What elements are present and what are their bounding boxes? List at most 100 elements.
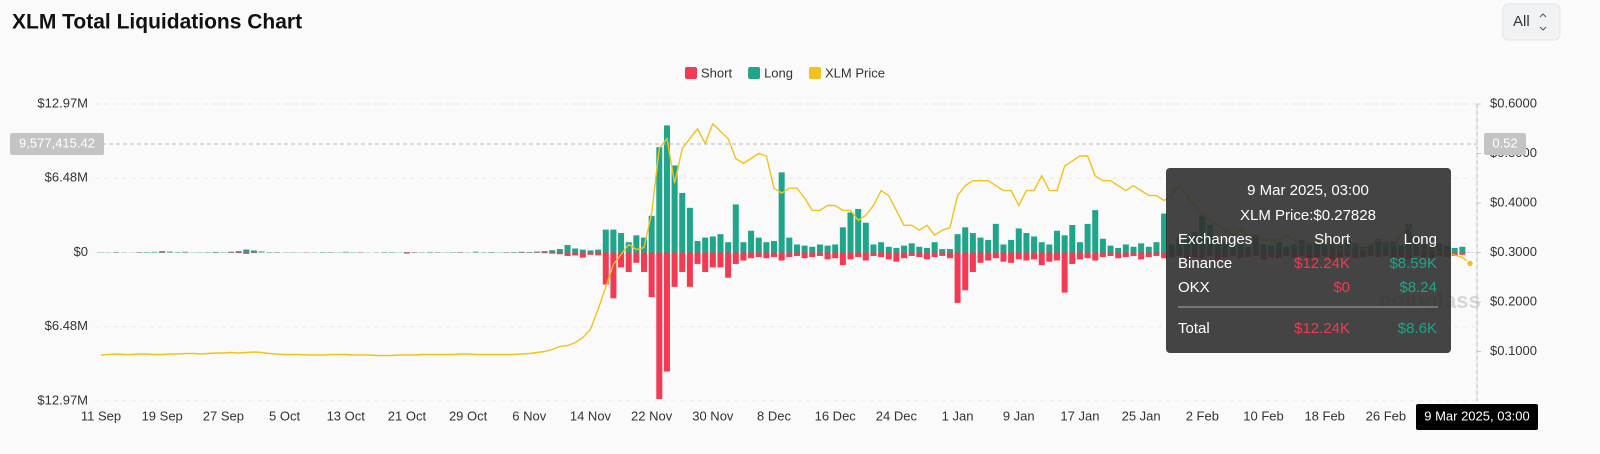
bar [625,252,632,272]
bar [885,252,892,260]
legend-label: Short [701,65,732,80]
y-tick-label: $0 [74,244,88,259]
chart-title: XLM Total Liquidations Chart [12,11,302,34]
bar [740,242,747,253]
bar [1459,252,1466,255]
bar [931,252,938,258]
x-tick-label: 24 Dec [876,408,918,423]
bar [228,251,235,253]
bar [923,252,930,260]
tooltip-cell: $8.59K [1389,255,1437,272]
bar [556,252,563,255]
bar [1076,242,1083,253]
bar [702,237,709,253]
legend-label: Long [764,65,793,80]
bar [602,229,609,253]
bar [243,252,250,254]
bar [1054,230,1061,253]
bar [862,222,869,253]
bar [1023,233,1030,253]
bar [771,252,778,258]
x-tick-label: 11 Sep [81,408,121,423]
x-tick-label: 6 Nov [512,408,546,423]
tooltip-cell: OKX [1178,279,1210,296]
bar [962,252,969,291]
bar [717,252,724,268]
x-tick-label: 25 Jan [1122,408,1161,423]
bar [533,251,540,253]
x-tick-label: 29 Oct [449,408,488,423]
tooltip-cell: $8.6K [1398,320,1437,337]
bar [403,252,410,254]
bar [908,243,915,253]
x-tick-label: 30 Nov [692,408,734,423]
tooltip-cell: $12.24K [1294,320,1350,337]
bar [740,252,747,261]
x-tick-label: 17 Jan [1060,408,1099,423]
bar [633,252,640,263]
bar [1115,247,1122,253]
x-tick-label: 1 Jan [942,408,974,423]
range-label[interactable]: All [1513,13,1530,30]
bar [916,246,923,253]
bar [595,249,602,253]
bar [1069,225,1076,253]
bar [151,251,158,253]
tooltip-cell: Total [1178,320,1210,337]
y-tick-label: $12.97M [37,392,88,407]
crosshair-y-label: 9,577,415.42 [19,135,95,150]
bar [671,165,678,253]
range-chevron[interactable] [1539,13,1547,31]
bar [939,249,946,253]
bar [549,250,556,253]
bar [1038,242,1045,253]
bar [1000,252,1007,262]
bar [686,252,693,287]
bar [878,252,885,258]
tooltip-cell: Binance [1178,255,1232,272]
bar [258,251,265,253]
bar [939,252,946,256]
bar [1107,245,1114,253]
bar [518,251,525,253]
y2-tick-label: $0.3000 [1490,244,1537,259]
bar [763,242,770,253]
bar [1054,252,1061,261]
bar [847,252,854,260]
x-tick-label: 26 Feb [1366,408,1406,423]
crosshair-y-box [10,133,104,155]
bar [564,252,571,256]
x-tick-label: 10 Feb [1243,408,1283,423]
bar [1076,252,1083,260]
bar [755,237,762,253]
range-select[interactable]: All [1502,3,1561,41]
bar [832,252,839,259]
bar [709,236,716,253]
bar [243,249,250,253]
bar [564,245,571,253]
bar [618,252,625,268]
bar [748,252,755,259]
tooltip-header: Exchanges [1178,231,1252,248]
x-tick-label: 19 Sep [142,408,183,423]
bar [1138,252,1145,260]
bar [824,245,831,253]
legend-swatch [685,67,697,79]
bar [182,251,189,253]
legend-swatch [748,67,761,79]
bar [962,227,969,253]
range-button[interactable] [1502,3,1561,41]
bar [1161,252,1168,259]
bar [793,244,800,253]
y-tick-label: $6.48M [45,318,88,333]
bar [549,252,556,254]
legend-label: XLM Price [825,65,885,80]
bar [633,235,640,253]
bar [556,249,563,253]
tooltip-price: XLM Price:$0.27828 [1240,207,1376,224]
bar [1451,247,1458,253]
bar [801,252,808,259]
bar [587,252,594,255]
bar [610,252,617,299]
